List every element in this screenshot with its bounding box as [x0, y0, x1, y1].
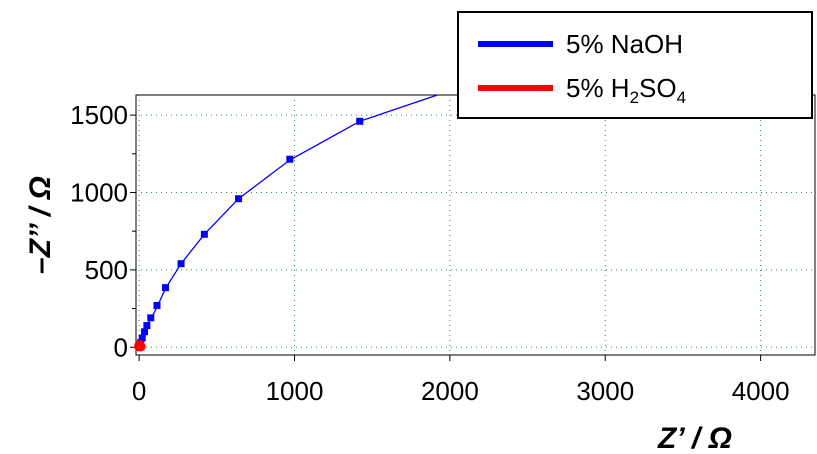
y-tick-label: 1500 [70, 100, 128, 130]
data-point-naoh [286, 155, 294, 163]
y-tick-label: 0 [114, 332, 128, 362]
data-point-naoh [138, 334, 146, 342]
legend-label-h2so4: 5% H2SO4 [566, 73, 686, 107]
data-point-naoh [235, 195, 243, 203]
y-tick-label: 1000 [70, 178, 128, 208]
data-point-naoh [141, 328, 149, 336]
x-tick-label: 0 [132, 376, 146, 406]
legend-h2so4-part1: 5% H [566, 73, 630, 103]
axes: 0 1000 2000 3000 4000 0 500 1000 1500 [70, 100, 789, 406]
legend-label-naoh: 5% NaOH [566, 29, 683, 59]
data-point-naoh [200, 230, 208, 238]
data-point-naoh [147, 314, 155, 322]
data-point-naoh [356, 117, 364, 125]
x-tick-label: 1000 [266, 376, 324, 406]
x-tick-label: 4000 [732, 376, 790, 406]
legend: 5% NaOH 5% H2SO4 [457, 11, 813, 119]
data-point-naoh [162, 284, 170, 292]
data-point-naoh [153, 301, 161, 309]
legend-h2so4-part2: SO [639, 73, 677, 103]
legend-h2so4-sub2: 4 [677, 88, 686, 107]
legend-h2so4-sub1: 2 [630, 88, 639, 107]
data-point-naoh [177, 260, 185, 268]
plot-area [135, 94, 816, 356]
x-tick-label: 3000 [576, 376, 634, 406]
y-tick-label: 500 [85, 255, 128, 285]
x-tick-label: 2000 [421, 376, 479, 406]
series-layer [134, 94, 438, 352]
y-axis-label: –Z’’ / Ω [24, 176, 57, 274]
data-point-naoh [143, 322, 151, 330]
x-axis-label: Z’ / Ω [657, 422, 732, 454]
legend-box [457, 11, 813, 119]
data-point-h2so4 [134, 339, 145, 350]
